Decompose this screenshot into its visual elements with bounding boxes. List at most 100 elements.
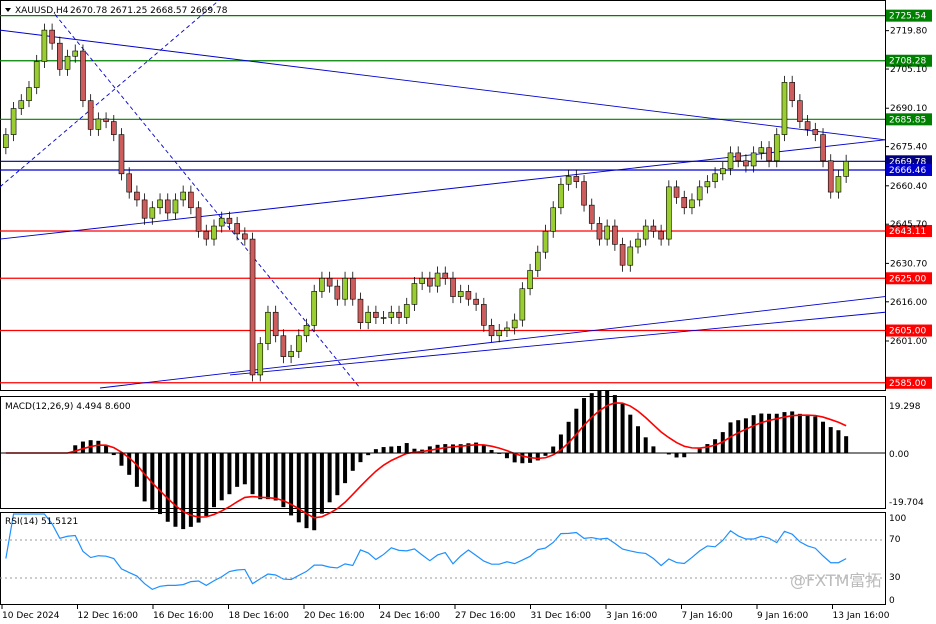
time-tick-label: 3 Jan 16:00 [606,611,658,621]
macd-bar [350,453,355,471]
macd-bar [104,445,109,453]
candle-body [434,272,441,287]
candle-body [604,225,610,240]
candle-body [450,277,456,297]
macd-bar [242,453,247,485]
trend-line [0,0,221,188]
rsi-pane[interactable] [0,512,886,605]
time-tick-label: 27 Dec 16:00 [455,611,516,621]
candle-body [719,168,726,175]
candle-body [635,238,641,248]
macd-bar [450,444,455,453]
rsi-title: RSI(14) 51.5121 [5,517,78,527]
macd-bar [797,413,802,453]
candle-body [712,173,718,182]
macd-bar [844,436,849,453]
macd-bar [119,453,124,466]
macd-bar [474,442,479,453]
candle-body [188,191,194,209]
macd-bar [289,453,294,516]
time-tick-label: 12 Dec 16:00 [78,611,139,621]
price-tick-label: 2675.40 [890,143,927,153]
chevron-down-icon[interactable] [5,8,11,12]
macd-bar [520,453,525,464]
level-tag [886,163,932,176]
macd-bar [466,443,471,453]
level-label: 2585.00 [889,379,926,389]
rsi-tick-70: 70 [889,535,901,545]
candle-body [542,230,549,253]
level-tag [886,113,932,126]
macd-bar [381,447,386,453]
candle-body [766,147,772,162]
candle-body [704,181,711,188]
macd-bar [366,453,371,456]
candle-body [103,118,109,122]
macd-bar [150,453,155,510]
macd-bar [612,395,617,453]
candle-body [388,311,395,318]
candle-body [33,61,40,88]
candle-body [465,291,472,300]
price-pane[interactable] [0,0,886,391]
time-tick-label: 9 Jan 16:00 [757,611,809,621]
candle-body [226,217,233,224]
macd-bar [697,448,702,453]
candle-body [380,317,387,319]
macd-bar [504,453,509,459]
macd-bar [705,444,710,453]
candle-body [527,270,533,290]
macd-bar [643,437,648,453]
candle-body [134,191,140,201]
candle-body [481,304,487,326]
candle-body [149,207,156,219]
level-tag [886,376,932,389]
macd-bar [265,453,270,500]
macd-bar [489,449,494,453]
macd-bar [319,453,324,514]
candle-body [673,186,680,198]
time-tick-label: 13 Jan 16:00 [833,611,890,621]
candles [3,23,849,382]
price-tick-label: 2645.70 [890,220,927,230]
candle-body [118,134,125,175]
candle-body [612,225,618,245]
candle-body [812,129,819,135]
level-tag [886,224,932,237]
macd-bar [836,430,841,453]
candle-body [573,176,580,182]
candle-body [496,330,503,337]
time-tick-label: 24 Dec 16:00 [380,611,441,621]
macd-bar [250,453,255,495]
candle-body [797,100,803,122]
macd-signal-line [5,402,847,519]
macd-bar [111,453,116,456]
level-label: 2605.00 [889,327,926,337]
candle-body [565,176,572,185]
macd-bar [566,421,571,453]
macd-tick-zero: 0.00 [889,450,909,460]
macd-bar [296,453,301,523]
candle-body [666,186,672,240]
macd-bar [551,446,556,453]
macd-bar [574,408,579,453]
level-tag [886,324,932,337]
macd-bar [535,453,540,461]
macd-bar [481,445,486,453]
candle-body [211,225,217,240]
macd-bar [512,453,517,463]
candle-body [550,207,557,232]
candle-body [727,152,734,169]
time-tick-label: 16 Dec 16:00 [153,611,214,621]
macd-bar [212,453,216,508]
macd-bar [281,453,286,508]
macd-bar [767,413,772,453]
macd-bar [682,453,687,458]
macd-bar [358,453,363,463]
macd-bar [134,453,139,487]
candle-body [64,55,71,70]
macd-bar [805,415,810,453]
price-tick-label: 2630.70 [890,259,927,269]
level-label: 2666.46 [889,166,926,176]
